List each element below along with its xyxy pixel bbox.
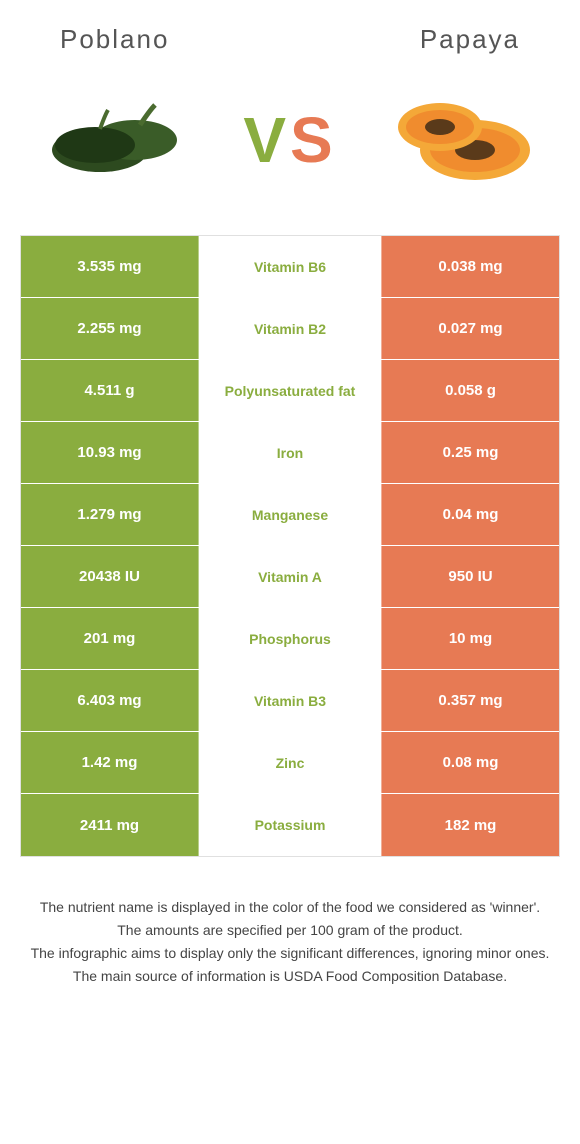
table-row: 201 mgPhosphorus10 mg xyxy=(21,608,559,670)
nutrient-label-cell: Manganese xyxy=(199,484,381,545)
table-row: 6.403 mgVitamin B30.357 mg xyxy=(21,670,559,732)
left-value-cell: 1.279 mg xyxy=(21,484,199,545)
table-row: 2411 mgPotassium182 mg xyxy=(21,794,559,856)
right-value-cell: 0.25 mg xyxy=(381,422,559,483)
left-value-cell: 20438 IU xyxy=(21,546,199,607)
table-row: 3.535 mgVitamin B60.038 mg xyxy=(21,236,559,298)
nutrient-label-cell: Potassium xyxy=(199,794,381,856)
table-row: 1.42 mgZinc0.08 mg xyxy=(21,732,559,794)
footer-line-4: The main source of information is USDA F… xyxy=(30,966,550,987)
nutrient-label-cell: Vitamin B3 xyxy=(199,670,381,731)
table-row: 20438 IUVitamin A950 IU xyxy=(21,546,559,608)
left-value-cell: 4.511 g xyxy=(21,360,199,421)
left-value-cell: 1.42 mg xyxy=(21,732,199,793)
nutrient-table: 3.535 mgVitamin B60.038 mg2.255 mgVitami… xyxy=(20,235,560,857)
nutrient-label-cell: Iron xyxy=(199,422,381,483)
footer-line-3: The infographic aims to display only the… xyxy=(30,943,550,964)
vs-v-letter: V xyxy=(243,103,290,177)
poblano-icon xyxy=(40,85,200,195)
right-value-cell: 10 mg xyxy=(381,608,559,669)
right-value-cell: 0.04 mg xyxy=(381,484,559,545)
table-row: 4.511 gPolyunsaturated fat0.058 g xyxy=(21,360,559,422)
left-value-cell: 3.535 mg xyxy=(21,236,199,297)
right-value-cell: 950 IU xyxy=(381,546,559,607)
nutrient-label-cell: Vitamin B2 xyxy=(199,298,381,359)
right-value-cell: 0.038 mg xyxy=(381,236,559,297)
footer-line-1: The nutrient name is displayed in the co… xyxy=(30,897,550,918)
right-value-cell: 0.357 mg xyxy=(381,670,559,731)
papaya-icon xyxy=(380,85,540,195)
left-food-title: Poblano xyxy=(60,24,169,55)
left-food-image xyxy=(40,85,200,195)
footer-line-2: The amounts are specified per 100 gram o… xyxy=(30,920,550,941)
table-row: 2.255 mgVitamin B20.027 mg xyxy=(21,298,559,360)
header: Poblano Papaya xyxy=(0,0,580,65)
vs-label: VS xyxy=(243,103,336,177)
table-row: 1.279 mgManganese0.04 mg xyxy=(21,484,559,546)
vs-row: VS xyxy=(0,65,580,235)
right-value-cell: 0.027 mg xyxy=(381,298,559,359)
vs-s-letter: S xyxy=(290,103,337,177)
left-value-cell: 201 mg xyxy=(21,608,199,669)
left-value-cell: 6.403 mg xyxy=(21,670,199,731)
right-value-cell: 0.08 mg xyxy=(381,732,559,793)
nutrient-label-cell: Polyunsaturated fat xyxy=(199,360,381,421)
nutrient-label-cell: Zinc xyxy=(199,732,381,793)
left-value-cell: 2411 mg xyxy=(21,794,199,856)
nutrient-label-cell: Vitamin A xyxy=(199,546,381,607)
footer-notes: The nutrient name is displayed in the co… xyxy=(0,897,580,987)
left-value-cell: 2.255 mg xyxy=(21,298,199,359)
right-value-cell: 182 mg xyxy=(381,794,559,856)
table-row: 10.93 mgIron0.25 mg xyxy=(21,422,559,484)
right-value-cell: 0.058 g xyxy=(381,360,559,421)
right-food-title: Papaya xyxy=(420,24,520,55)
nutrient-label-cell: Phosphorus xyxy=(199,608,381,669)
left-value-cell: 10.93 mg xyxy=(21,422,199,483)
nutrient-label-cell: Vitamin B6 xyxy=(199,236,381,297)
right-food-image xyxy=(380,85,540,195)
